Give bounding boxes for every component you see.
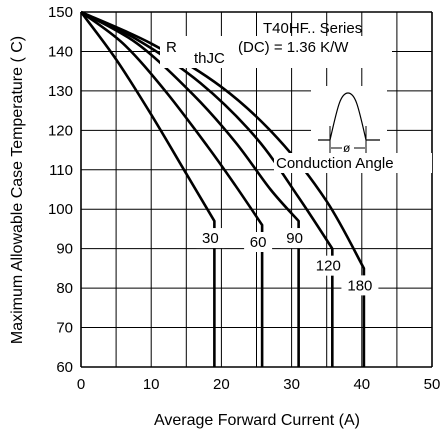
x-tick-label: 50 (424, 376, 441, 393)
y-tick-label: 80 (56, 280, 73, 297)
y-tick-label: 70 (56, 320, 73, 337)
conduction-angle-label: Conduction Angle (276, 155, 394, 172)
x-tick-label: 20 (213, 376, 230, 393)
curve-label-bg-30 (196, 228, 225, 249)
x-tick-label: 40 (353, 376, 370, 393)
curve-labels: 30 60 90 120 180 (196, 228, 379, 296)
rth-background (160, 36, 392, 68)
x-tick-label: 30 (283, 376, 300, 393)
curve-label-120: 120 (316, 258, 341, 275)
curve-label-180: 180 (347, 277, 372, 294)
x-tick-label: 0 (77, 376, 85, 393)
tick-labels: 0 10 20 30 40 50 60 70 80 90 100 110 120 130 140 150 (48, 4, 440, 393)
conduction-angle-label-background (274, 153, 432, 173)
y-tick-label: 90 (56, 241, 73, 258)
rth-subscript: thJC (194, 50, 225, 67)
y-tick-label: 60 (56, 359, 73, 376)
y-tick-label: 140 (48, 43, 73, 60)
y-tick-label: 130 (48, 83, 73, 100)
curve-label-bg-120 (309, 255, 347, 276)
curve-120 (80, 10, 334, 367)
curves (79, 10, 366, 367)
curve-label-90: 90 (286, 230, 303, 247)
inset-phi-symbol: ø (343, 141, 351, 155)
curve-label-bg-180 (341, 275, 379, 296)
curve-label-bg-60 (244, 232, 273, 252)
conduction-angle-inset: ø (311, 86, 387, 158)
curve-label-30: 30 (202, 230, 219, 247)
rth-annotation: R thJC (DC) = 1.36 K/W (160, 36, 392, 68)
half-sine-waveform (318, 92, 380, 141)
curve-30 (79, 11, 216, 367)
series-title: T40HF.. Series (263, 20, 362, 37)
inset-background (311, 86, 387, 158)
curve-label-60: 60 (250, 234, 267, 251)
rth-suffix: (DC) = 1.36 K/W (238, 39, 349, 56)
y-tick-label: 150 (48, 4, 73, 21)
curve-label-bg-90 (280, 228, 309, 249)
curve-90 (80, 10, 300, 367)
curve-60 (80, 10, 264, 367)
x-tick-label: 10 (143, 376, 160, 393)
y-axis-title: Maximum Allowable Case Temperature ( C) (9, 36, 26, 344)
rth-prefix: R (166, 39, 177, 56)
y-tick-label: 120 (48, 122, 73, 139)
y-tick-label: 100 (48, 201, 73, 218)
curve-180 (80, 10, 366, 367)
x-axis-title: Average Forward Current (A) (154, 412, 360, 429)
y-tick-label: 110 (49, 162, 73, 179)
